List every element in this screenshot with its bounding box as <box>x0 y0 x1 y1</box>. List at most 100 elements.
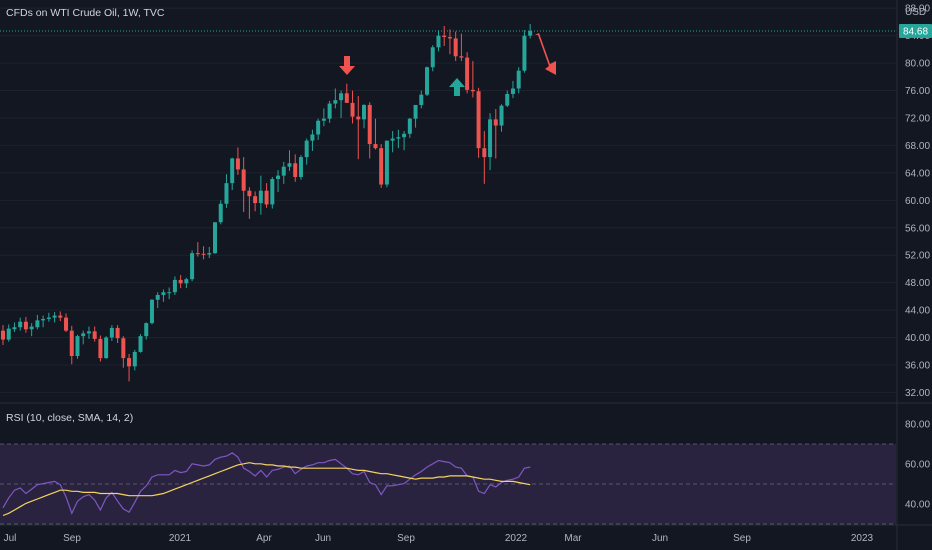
candle-body <box>465 57 470 90</box>
candle[interactable] <box>384 140 389 188</box>
candle[interactable] <box>178 275 183 289</box>
candle[interactable] <box>109 325 114 341</box>
candle[interactable] <box>41 315 46 328</box>
candle[interactable] <box>465 52 470 94</box>
candle[interactable] <box>493 109 498 159</box>
candle[interactable] <box>35 314 40 330</box>
candle[interactable] <box>425 66 430 97</box>
candle[interactable] <box>52 312 57 323</box>
rsi-pane[interactable] <box>0 443 896 525</box>
candle-body <box>18 321 23 328</box>
candle[interactable] <box>184 277 189 289</box>
candle[interactable] <box>276 170 281 193</box>
candle[interactable] <box>453 31 458 62</box>
candle[interactable] <box>488 113 493 171</box>
candle[interactable] <box>75 334 80 359</box>
candle[interactable] <box>470 61 475 98</box>
candle[interactable] <box>510 80 515 99</box>
candle[interactable] <box>281 161 286 184</box>
candle[interactable] <box>298 155 303 180</box>
candle[interactable] <box>413 104 418 128</box>
candle[interactable] <box>321 108 326 127</box>
candle[interactable] <box>430 45 435 72</box>
candle[interactable] <box>293 154 298 182</box>
candle[interactable] <box>270 176 275 209</box>
candle[interactable] <box>499 104 504 132</box>
candle[interactable] <box>516 67 521 94</box>
candle-body <box>447 37 452 39</box>
candle[interactable] <box>132 349 137 371</box>
candle[interactable] <box>373 118 378 150</box>
candle[interactable] <box>253 191 258 212</box>
candle[interactable] <box>155 292 160 309</box>
candle[interactable] <box>402 131 407 151</box>
candle[interactable] <box>161 289 166 302</box>
candle[interactable] <box>264 183 269 208</box>
candle[interactable] <box>207 246 212 258</box>
candle[interactable] <box>247 187 252 219</box>
candle[interactable] <box>235 147 240 175</box>
candle[interactable] <box>361 104 366 129</box>
candle[interactable] <box>218 200 223 225</box>
candle[interactable] <box>172 276 177 295</box>
candle[interactable] <box>98 335 103 362</box>
candle[interactable] <box>482 131 487 184</box>
candle[interactable] <box>230 157 235 191</box>
candle[interactable] <box>310 129 315 151</box>
candle[interactable] <box>64 313 69 333</box>
candle[interactable] <box>167 287 172 300</box>
candle[interactable] <box>442 26 447 46</box>
candle[interactable] <box>367 102 372 159</box>
candle[interactable] <box>92 326 97 342</box>
candle[interactable] <box>195 242 200 257</box>
candle[interactable] <box>316 118 321 140</box>
candle[interactable] <box>6 324 11 342</box>
candle[interactable] <box>327 100 332 123</box>
candle[interactable] <box>46 312 51 322</box>
candle[interactable] <box>213 222 218 254</box>
candle[interactable] <box>407 117 412 138</box>
candle[interactable] <box>23 316 28 333</box>
candle[interactable] <box>104 336 109 359</box>
candle[interactable] <box>58 311 63 322</box>
candle[interactable] <box>121 336 126 368</box>
candle[interactable] <box>29 323 34 337</box>
candle[interactable] <box>149 299 154 325</box>
candle-body <box>436 35 441 48</box>
candle[interactable] <box>1 325 5 346</box>
candle[interactable] <box>86 326 91 339</box>
candle[interactable] <box>224 174 229 208</box>
candle[interactable] <box>419 90 424 109</box>
candle[interactable] <box>476 87 481 158</box>
candle[interactable] <box>390 131 395 153</box>
candle[interactable] <box>344 83 349 103</box>
candle[interactable] <box>379 144 384 188</box>
candle[interactable] <box>436 30 441 52</box>
candle[interactable] <box>138 334 143 353</box>
candle[interactable] <box>258 175 263 215</box>
candle[interactable] <box>12 322 17 333</box>
candle[interactable] <box>201 246 206 260</box>
price-pane[interactable] <box>0 7 896 393</box>
candle[interactable] <box>333 88 338 109</box>
candle[interactable] <box>350 90 355 124</box>
candle[interactable] <box>18 317 23 331</box>
candle[interactable] <box>304 138 309 165</box>
candle[interactable] <box>190 250 195 282</box>
candle[interactable] <box>69 325 74 365</box>
candle[interactable] <box>459 33 464 62</box>
candle[interactable] <box>127 353 132 382</box>
candle[interactable] <box>241 157 246 212</box>
candle[interactable] <box>287 150 292 171</box>
candle[interactable] <box>505 90 510 108</box>
candle[interactable] <box>447 29 452 55</box>
candle[interactable] <box>115 325 120 344</box>
candle[interactable] <box>396 129 401 149</box>
candle[interactable] <box>339 90 344 118</box>
candle[interactable] <box>356 96 361 160</box>
candle[interactable] <box>522 30 527 73</box>
candle[interactable] <box>144 322 149 340</box>
candle[interactable] <box>528 24 533 39</box>
candle[interactable] <box>81 330 86 345</box>
